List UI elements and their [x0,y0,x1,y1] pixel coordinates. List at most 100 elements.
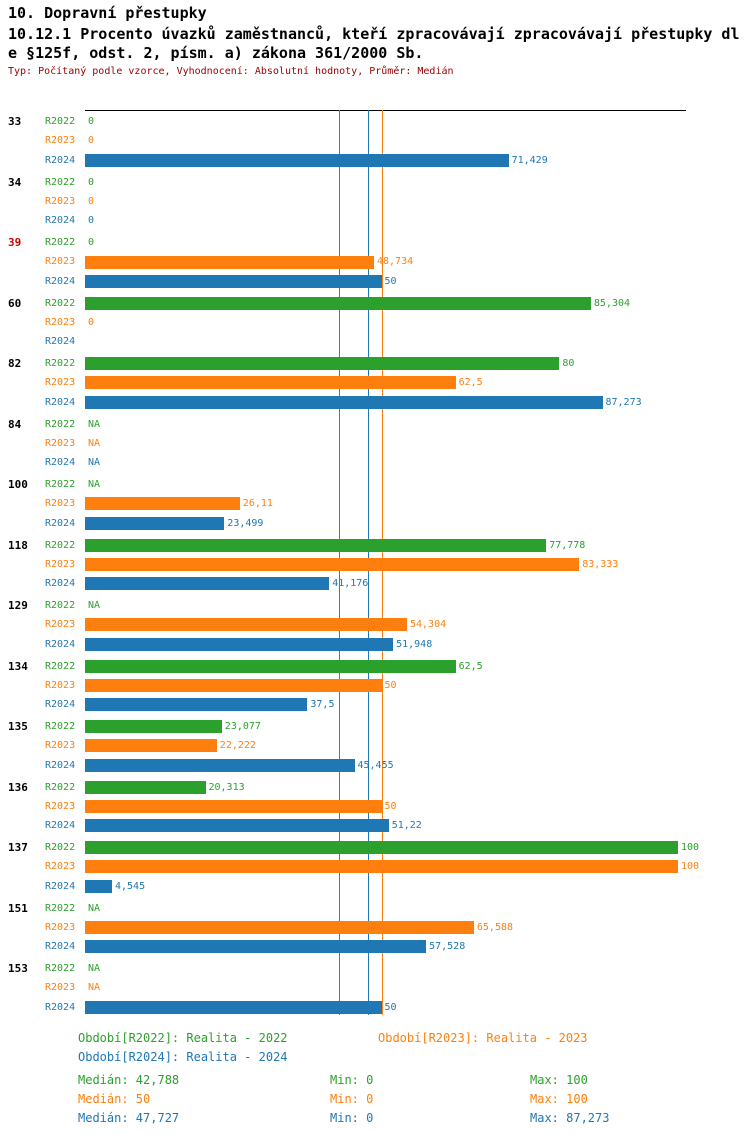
category-label: 118 [8,538,28,552]
page-title: 10. Dopravní přestupky [8,4,207,22]
value-label: 41,176 [332,578,369,590]
category-label: 84 [8,417,22,431]
series-row-label: R2023 [45,800,76,812]
value-label: 48,734 [377,256,414,268]
legend-median-R2023: Medián: 50 [78,1092,151,1106]
series-row-label: R2024 [45,941,76,953]
bar-R2024 [85,758,355,772]
series-row-label: R2022 [45,176,76,188]
series-row-label: R2024 [45,638,76,650]
series-row-label: R2024 [45,275,76,287]
category-label: 33 [8,115,22,128]
bar-R2022 [85,538,547,552]
bar-R2024 [85,819,389,833]
category-label: 82 [8,357,22,370]
bar-R2023 [85,557,580,571]
series-row-label: R2024 [45,578,76,590]
series-row-label: R2022 [45,539,76,551]
legend-min-R2023: Min: 0 [330,1092,374,1106]
series-row-label: R2024 [45,699,76,711]
value-label: 26,11 [242,498,273,510]
value-label: 51,22 [391,820,422,832]
value-label: NA [88,457,101,469]
value-label: 0 [88,215,95,227]
bar-R2024 [85,940,427,954]
legend-entry-R2022: Období[R2022]: Realita - 2022 [78,1031,288,1045]
plot-area: 33 R2022 0 R2023 0 R2024 71,429 34 R2022 0 R2023 0 R… [0,110,750,1022]
series-row-label: R2024 [45,336,76,348]
category-label: 134 [8,659,28,673]
bar-R2024 [85,879,112,893]
value-label: 50 [384,800,397,812]
value-label: NA [88,418,101,430]
legend-entry-R2023: Období[R2023]: Realita - 2023 [378,1031,588,1045]
bar-R2022 [85,720,222,734]
value-label: 23,499 [227,517,264,529]
category-label: 135 [8,720,28,733]
series-row-label: R2024 [45,820,76,832]
series-row-label: R2022 [45,418,76,430]
series-row-label: R2023 [45,740,76,752]
series-row-label: R2024 [45,880,76,892]
x-axis-line [85,110,686,111]
category-label: 137 [8,841,28,854]
value-label: 62,5 [458,377,483,389]
series-row-label: R2024 [45,517,76,529]
value-label: 50 [384,275,397,287]
category-label: 34 [8,175,22,189]
category-label: 151 [8,901,28,915]
bar-R2024 [85,274,382,288]
value-label: 0 [88,116,95,127]
value-label: 0 [88,237,95,248]
bar-R2022 [85,296,591,310]
series-row-label: R2023 [45,135,76,147]
series-row-label: R2022 [45,479,76,490]
value-label: NA [88,479,101,490]
legend-entry-R2024: Období[R2024]: Realita - 2024 [78,1050,288,1064]
bar-R2024 [85,637,394,651]
value-label: 100 [681,861,700,873]
series-row-label: R2022 [45,297,76,309]
value-label: 23,077 [224,721,261,732]
bar-R2023 [85,376,456,390]
series-row-label: R2022 [45,237,76,248]
category-label: 100 [8,478,28,491]
value-label: 100 [681,842,700,853]
value-label: 62,5 [458,660,483,672]
series-row-label: R2024 [45,457,76,469]
value-label: NA [88,437,101,449]
series-row-label: R2023 [45,377,76,389]
legend-min-R2022: Min: 0 [330,1073,374,1087]
value-label: 85,304 [593,297,631,309]
value-label: 50 [384,1001,397,1013]
value-label: 51,948 [396,638,433,650]
category-label: 153 [8,962,28,975]
series-row-label: R2022 [45,660,76,672]
chart-subtitle-line1: 10.12.1 Procento úvazků zaměstnanců, kte… [8,25,740,43]
series-row-label: R2022 [45,902,76,914]
bar-R2023 [85,618,407,632]
bar-R2023 [85,678,382,692]
value-label: 57,528 [429,941,466,953]
bar-R2023 [85,497,240,511]
legend-median-R2022: Medián: 42,788 [78,1073,180,1087]
value-label: 22,222 [219,740,256,752]
series-row-label: R2022 [45,963,76,974]
series-row-label: R2023 [45,558,76,570]
value-label: 83,333 [582,558,619,570]
series-row-label: R2024 [45,215,76,227]
value-label: 0 [88,195,95,207]
value-label: 45,455 [357,759,394,771]
legend-max-R2022: Max: 100 [530,1073,588,1087]
bar-R2024 [85,577,330,591]
series-row-label: R2023 [45,256,76,268]
series-row-label: R2024 [45,1001,76,1013]
series-row-label: R2023 [45,316,76,328]
bar-R2022 [85,659,456,673]
series-row-label: R2024 [45,396,76,408]
series-row-label: R2024 [45,154,76,166]
value-label: 71,429 [511,154,548,166]
bar-R2024 [85,153,509,167]
value-label: 20,313 [208,781,245,793]
